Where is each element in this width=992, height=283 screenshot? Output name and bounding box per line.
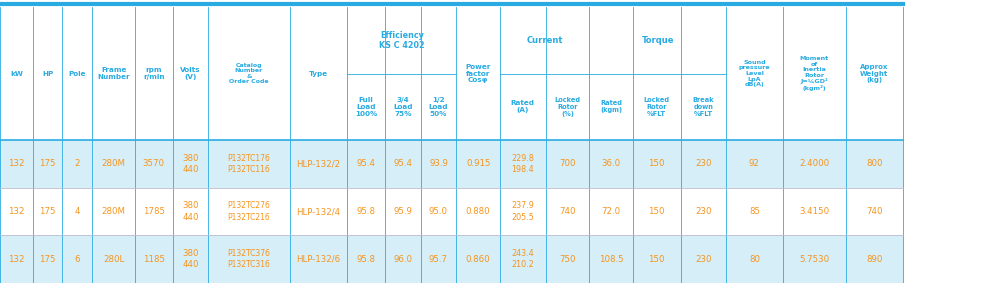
Text: P132TC376
P132TC316: P132TC376 P132TC316 xyxy=(227,249,271,269)
Bar xyxy=(0,140,903,188)
Text: Moment
of
Inertia
Rotor
J=¼GD²
(kgm²): Moment of Inertia Rotor J=¼GD² (kgm²) xyxy=(800,56,829,91)
Text: 0.860: 0.860 xyxy=(466,255,490,264)
Text: 0.915: 0.915 xyxy=(466,159,490,168)
Text: 132: 132 xyxy=(8,255,25,264)
Text: 132: 132 xyxy=(8,159,25,168)
Text: 150: 150 xyxy=(649,159,665,168)
Text: 95.8: 95.8 xyxy=(356,255,376,264)
Text: 6: 6 xyxy=(74,255,80,264)
Text: 72.0: 72.0 xyxy=(601,207,621,216)
Text: Power
factor
Cosφ: Power factor Cosφ xyxy=(465,64,491,83)
Text: 0.880: 0.880 xyxy=(466,207,490,216)
Text: 230: 230 xyxy=(695,255,711,264)
Text: 1785: 1785 xyxy=(143,207,165,216)
Text: 380
440: 380 440 xyxy=(183,249,198,269)
Text: Pole: Pole xyxy=(68,70,86,77)
Text: Volts
(V): Volts (V) xyxy=(181,67,200,80)
Text: 150: 150 xyxy=(649,207,665,216)
Text: 175: 175 xyxy=(40,255,56,264)
Text: Catalog
Number
&
Order Code: Catalog Number & Order Code xyxy=(229,63,269,85)
Text: 1/2
Load
50%: 1/2 Load 50% xyxy=(429,97,448,117)
Text: 700: 700 xyxy=(559,159,575,168)
Text: Frame
Number: Frame Number xyxy=(97,67,130,80)
Text: 93.9: 93.9 xyxy=(429,159,448,168)
Text: 5.7530: 5.7530 xyxy=(800,255,829,264)
Text: P132TC276
P132TC216: P132TC276 P132TC216 xyxy=(227,201,271,222)
Text: 95.9: 95.9 xyxy=(393,207,413,216)
Text: 230: 230 xyxy=(695,159,711,168)
Text: 4: 4 xyxy=(74,207,80,216)
Text: Efficiency
KS C 4202: Efficiency KS C 4202 xyxy=(379,31,425,50)
Text: 380
440: 380 440 xyxy=(183,201,198,222)
Text: Locked
Rotor
%FLT: Locked Rotor %FLT xyxy=(644,97,670,117)
Text: 132: 132 xyxy=(8,207,25,216)
Text: 36.0: 36.0 xyxy=(601,159,621,168)
Text: 95.0: 95.0 xyxy=(429,207,448,216)
Text: Sound
pressure
Level
LpA
dB(A): Sound pressure Level LpA dB(A) xyxy=(739,60,770,87)
Text: Torque: Torque xyxy=(642,36,674,45)
Text: 2: 2 xyxy=(74,159,80,168)
Text: 150: 150 xyxy=(649,255,665,264)
Text: 95.7: 95.7 xyxy=(429,255,448,264)
Text: 243.4
210.2: 243.4 210.2 xyxy=(512,249,534,269)
Text: kW: kW xyxy=(10,70,23,77)
Text: 280M: 280M xyxy=(101,159,126,168)
Text: 3/4
Load
75%: 3/4 Load 75% xyxy=(393,97,413,117)
Bar xyxy=(0,235,903,283)
Text: Approx
Weight
(kg): Approx Weight (kg) xyxy=(860,64,889,83)
Text: 230: 230 xyxy=(695,207,711,216)
Text: 80: 80 xyxy=(749,255,760,264)
Text: 92: 92 xyxy=(749,159,760,168)
Text: 175: 175 xyxy=(40,207,56,216)
Text: Locked
Rotor
(%): Locked Rotor (%) xyxy=(555,97,580,117)
Text: Rated
(kgm): Rated (kgm) xyxy=(600,100,622,113)
Text: 800: 800 xyxy=(866,159,883,168)
Text: Break
down
%FLT: Break down %FLT xyxy=(692,97,714,117)
Text: 740: 740 xyxy=(559,207,575,216)
Text: Full
Load
100%: Full Load 100% xyxy=(355,97,377,117)
Text: Type: Type xyxy=(309,70,328,77)
Text: 3570: 3570 xyxy=(143,159,165,168)
Text: 85: 85 xyxy=(749,207,760,216)
Text: 95.8: 95.8 xyxy=(356,207,376,216)
Text: 96.0: 96.0 xyxy=(393,255,413,264)
Text: 175: 175 xyxy=(40,159,56,168)
Text: 280L: 280L xyxy=(103,255,124,264)
Text: 740: 740 xyxy=(866,207,883,216)
Text: 890: 890 xyxy=(866,255,883,264)
Text: HLP-132/4: HLP-132/4 xyxy=(297,207,340,216)
Text: 229.8
198.4: 229.8 198.4 xyxy=(511,154,535,174)
Text: 95.4: 95.4 xyxy=(356,159,376,168)
Text: 237.9
205.5: 237.9 205.5 xyxy=(511,201,535,222)
Text: 1185: 1185 xyxy=(143,255,165,264)
Text: 280M: 280M xyxy=(101,207,126,216)
Text: Current: Current xyxy=(527,36,562,45)
Text: HLP-132/6: HLP-132/6 xyxy=(297,255,340,264)
Text: rpm
r/min: rpm r/min xyxy=(143,67,165,80)
Text: 95.4: 95.4 xyxy=(393,159,413,168)
Text: HLP-132/2: HLP-132/2 xyxy=(297,159,340,168)
Text: 750: 750 xyxy=(559,255,575,264)
Text: 108.5: 108.5 xyxy=(599,255,623,264)
Text: HP: HP xyxy=(42,70,54,77)
Text: 2.4000: 2.4000 xyxy=(800,159,829,168)
Text: 3.4150: 3.4150 xyxy=(800,207,829,216)
Text: 380
440: 380 440 xyxy=(183,154,198,174)
Text: Rated
(A): Rated (A) xyxy=(511,100,535,113)
Text: P132TC176
P132TC116: P132TC176 P132TC116 xyxy=(227,154,271,174)
